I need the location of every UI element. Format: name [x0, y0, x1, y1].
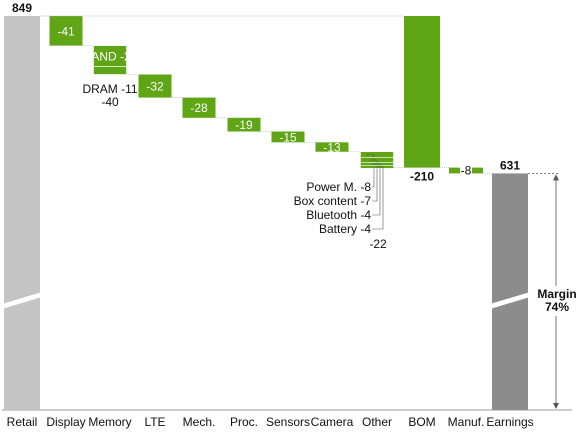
x-tick-label-earnings: Earnings: [486, 415, 533, 429]
value-label-bom: -210: [410, 170, 434, 184]
x-tick-label-memory: Memory: [88, 415, 131, 429]
axis-break-earnings: [490, 292, 530, 309]
margin-arrow-bottom: [553, 403, 559, 409]
x-tick-label-camera: Camera: [311, 415, 354, 429]
value-label-retail: 849: [12, 1, 32, 15]
bar-lte: [138, 74, 172, 98]
x-tick-label-bom: BOM: [408, 415, 435, 429]
bar-proc: [227, 117, 261, 132]
value-label-manuf: -8: [461, 164, 472, 178]
x-tick-label-manuf: Manuf.: [448, 415, 485, 429]
value-label-lte: -32: [146, 80, 164, 94]
bar-earnings: [492, 173, 528, 410]
value-label-display: -41: [57, 24, 75, 38]
bar-segment-dram: [93, 66, 127, 75]
bar-sensors: [271, 131, 305, 143]
bar-retail: [4, 16, 40, 410]
margin-label-background: [536, 286, 576, 316]
axis-break-retail: [2, 292, 42, 309]
x-tick-label-display: Display: [46, 415, 85, 429]
bar-bom: [404, 16, 440, 168]
segment-label-nand: NAND -29: [83, 50, 138, 64]
bar-mech: [182, 97, 216, 118]
x-tick-label-lte: LTE: [144, 415, 165, 429]
x-tick-label-other: Other: [362, 415, 392, 429]
x-tick-label-proc: Proc.: [230, 415, 258, 429]
bar-manuf: [449, 167, 460, 174]
value-label-other: -22: [369, 237, 387, 251]
value-label-mech: -28: [190, 101, 208, 115]
value-label-proc: -19: [235, 118, 253, 132]
margin-label: Margin: [537, 287, 576, 301]
margin-arrow-top: [553, 174, 559, 181]
leader-line-bluetooth: [372, 163, 381, 216]
leader-line-box-content: [369, 159, 378, 202]
bar-segment-power-m: [360, 151, 394, 158]
segment-label-power-m: Power M. -8: [306, 180, 371, 194]
leader-line-battery: [372, 166, 384, 230]
margin-value: 74%: [545, 300, 569, 314]
segment-label-bluetooth: Bluetooth -4: [306, 208, 371, 222]
x-tick-label-mech: Mech.: [183, 415, 216, 429]
x-tick-label-retail: Retail: [7, 415, 38, 429]
value-label-camera: -13: [323, 141, 341, 155]
leader-line-power-m: [366, 154, 375, 188]
value-label-earnings: 631: [500, 158, 520, 172]
segment-label-battery: Battery -4: [319, 222, 371, 236]
bar-display: [49, 16, 83, 46]
segment-label-box-content: Box content -7: [294, 194, 372, 208]
bar-camera: [315, 142, 349, 152]
value-label-sensors: -15: [279, 130, 297, 144]
value-label-memory: -40: [101, 95, 119, 109]
segment-label-dram: DRAM -11: [82, 82, 137, 96]
x-tick-label-sensors: Sensors: [266, 415, 310, 429]
bar-manuf-right: [472, 167, 483, 174]
